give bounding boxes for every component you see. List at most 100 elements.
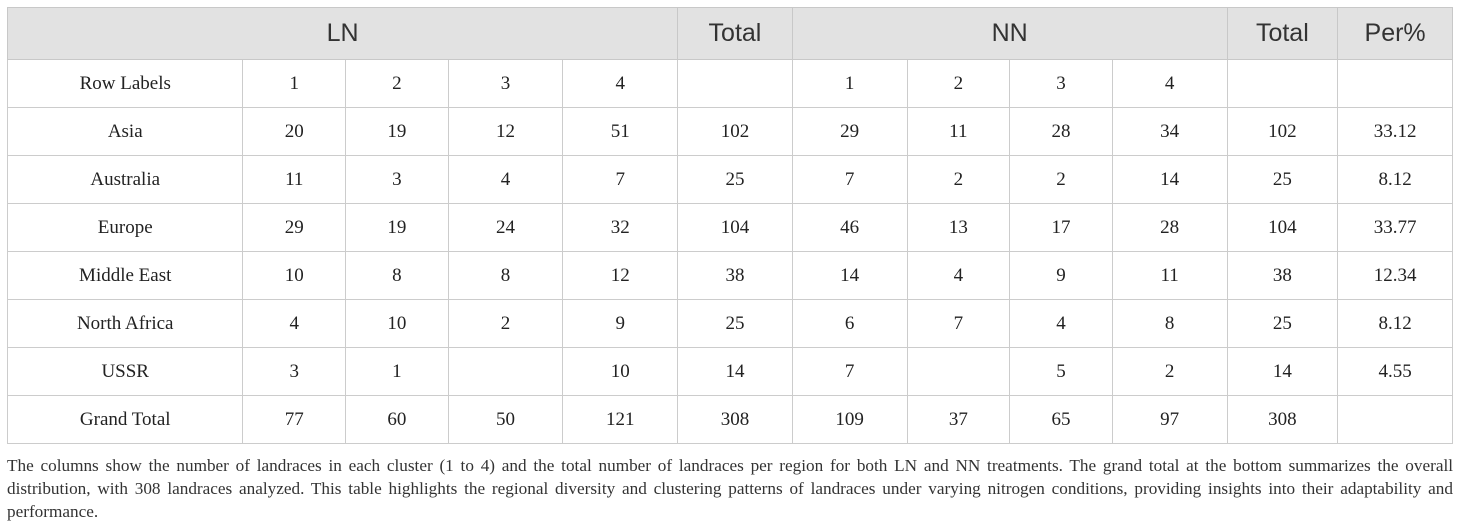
table-cell: 38 bbox=[1226, 251, 1339, 300]
table-cell: 11 bbox=[906, 107, 1011, 156]
table-cell: 102 bbox=[677, 107, 793, 156]
table-cell: 29 bbox=[242, 203, 347, 252]
table-cell: 7 bbox=[562, 155, 679, 204]
table-cell: 1 bbox=[791, 59, 908, 108]
table-cell: 2 bbox=[906, 59, 1011, 108]
table-cell: 14 bbox=[1111, 155, 1228, 204]
table-cell: 11 bbox=[1111, 251, 1228, 300]
table-cell: 28 bbox=[1009, 107, 1113, 156]
row-label: USSR bbox=[6, 347, 244, 396]
table-cell: 3 bbox=[345, 155, 449, 204]
table-cell: 1 bbox=[242, 59, 347, 108]
table-cell: 12 bbox=[447, 107, 564, 156]
table-cell: 3 bbox=[447, 59, 564, 108]
table-cell: 4 bbox=[242, 299, 347, 348]
table-cell: 102 bbox=[1226, 107, 1339, 156]
row-label: Asia bbox=[6, 107, 244, 156]
table-cell: 109 bbox=[791, 395, 908, 444]
row-label: Row Labels bbox=[6, 59, 244, 108]
table-cell: 7 bbox=[791, 347, 908, 396]
table-caption: The columns show the number of landraces… bbox=[7, 456, 1453, 521]
table-cell: 2 bbox=[345, 59, 449, 108]
table-cell: 33.12 bbox=[1337, 107, 1453, 156]
table-cell: 8 bbox=[447, 251, 564, 300]
row-label: Middle East bbox=[6, 251, 244, 300]
table-cell: 104 bbox=[677, 203, 793, 252]
table-cell: 2 bbox=[1009, 155, 1113, 204]
table-row: Row Labels 1 2 3 4 1 2 3 4 bbox=[6, 59, 1453, 108]
table-cell: 12 bbox=[562, 251, 679, 300]
table-cell: 308 bbox=[677, 395, 793, 444]
total-header-nn: Total bbox=[1226, 7, 1339, 60]
row-label: Grand Total bbox=[6, 395, 244, 444]
table-body: Row Labels 1 2 3 4 1 2 3 4 Asia 20 19 12 51 102 29 11 28 3… bbox=[6, 59, 1453, 444]
table-cell: 60 bbox=[345, 395, 449, 444]
table-cell: 14 bbox=[1226, 347, 1339, 396]
table-row: Asia 20 19 12 51 102 29 11 28 34 102 33.12 bbox=[6, 107, 1453, 156]
table-cell bbox=[1337, 395, 1453, 444]
table-row: USSR 3 1 10 14 7 5 2 14 4.55 bbox=[6, 347, 1453, 396]
row-label: North Africa bbox=[6, 299, 244, 348]
table-cell: 121 bbox=[562, 395, 679, 444]
table-cell: 17 bbox=[1009, 203, 1113, 252]
table-cell bbox=[906, 347, 1011, 396]
table-cell: 25 bbox=[677, 155, 793, 204]
table-cell: 65 bbox=[1009, 395, 1113, 444]
table-cell: 1 bbox=[345, 347, 449, 396]
table-cell: 51 bbox=[562, 107, 679, 156]
table-cell: 8 bbox=[1111, 299, 1228, 348]
table-row: North Africa 4 10 2 9 25 6 7 4 8 25 8.12 bbox=[6, 299, 1453, 348]
table-cell: 25 bbox=[677, 299, 793, 348]
table-cell: 3 bbox=[1009, 59, 1113, 108]
table-cell: 8 bbox=[345, 251, 449, 300]
table-cell: 29 bbox=[791, 107, 908, 156]
landrace-cluster-table: LN Total NN Total Per% Row Labels 1 2 3 4 1 2 3… bbox=[6, 7, 1453, 444]
table-cell bbox=[447, 347, 564, 396]
ln-header: LN bbox=[6, 7, 679, 60]
table-cell: 38 bbox=[677, 251, 793, 300]
table-cell: 4 bbox=[1111, 59, 1228, 108]
table-cell: 25 bbox=[1226, 299, 1339, 348]
table-cell: 9 bbox=[1009, 251, 1113, 300]
table-cell: 2 bbox=[906, 155, 1011, 204]
table-cell: 20 bbox=[242, 107, 347, 156]
table-cell: 10 bbox=[242, 251, 347, 300]
table-cell: 46 bbox=[791, 203, 908, 252]
table-cell: 25 bbox=[1226, 155, 1339, 204]
table-cell: 28 bbox=[1111, 203, 1228, 252]
table-cell: 19 bbox=[345, 203, 449, 252]
table-cell: 8.12 bbox=[1337, 299, 1453, 348]
table-cell: 10 bbox=[345, 299, 449, 348]
table-cell: 97 bbox=[1111, 395, 1228, 444]
table-cell: 4 bbox=[1009, 299, 1113, 348]
row-label: Australia bbox=[6, 155, 244, 204]
nn-header: NN bbox=[791, 7, 1228, 60]
table-cell: 77 bbox=[242, 395, 347, 444]
table-cell: 8.12 bbox=[1337, 155, 1453, 204]
table-cell: 10 bbox=[562, 347, 679, 396]
table-cell: 4.55 bbox=[1337, 347, 1453, 396]
table-cell: 3 bbox=[242, 347, 347, 396]
table-cell: 7 bbox=[906, 299, 1011, 348]
table-cell: 4 bbox=[906, 251, 1011, 300]
table-cell: 50 bbox=[447, 395, 564, 444]
table-cell: 2 bbox=[447, 299, 564, 348]
table-cell: 19 bbox=[345, 107, 449, 156]
table-cell: 7 bbox=[791, 155, 908, 204]
table-cell: 12.34 bbox=[1337, 251, 1453, 300]
table-row: Australia 11 3 4 7 25 7 2 2 14 25 8.12 bbox=[6, 155, 1453, 204]
header-row: LN Total NN Total Per% bbox=[6, 7, 1453, 60]
table-cell: 13 bbox=[906, 203, 1011, 252]
table-cell: 308 bbox=[1226, 395, 1339, 444]
table-cell: 9 bbox=[562, 299, 679, 348]
total-header-ln: Total bbox=[677, 7, 793, 60]
table-cell: 14 bbox=[791, 251, 908, 300]
table-row: Middle East 10 8 8 12 38 14 4 9 11 38 12.34 bbox=[6, 251, 1453, 300]
table-cell bbox=[677, 59, 793, 108]
table-cell: 4 bbox=[562, 59, 679, 108]
table-cell bbox=[1337, 59, 1453, 108]
table-cell: 104 bbox=[1226, 203, 1339, 252]
table-cell: 5 bbox=[1009, 347, 1113, 396]
table-cell: 4 bbox=[447, 155, 564, 204]
row-label: Europe bbox=[6, 203, 244, 252]
